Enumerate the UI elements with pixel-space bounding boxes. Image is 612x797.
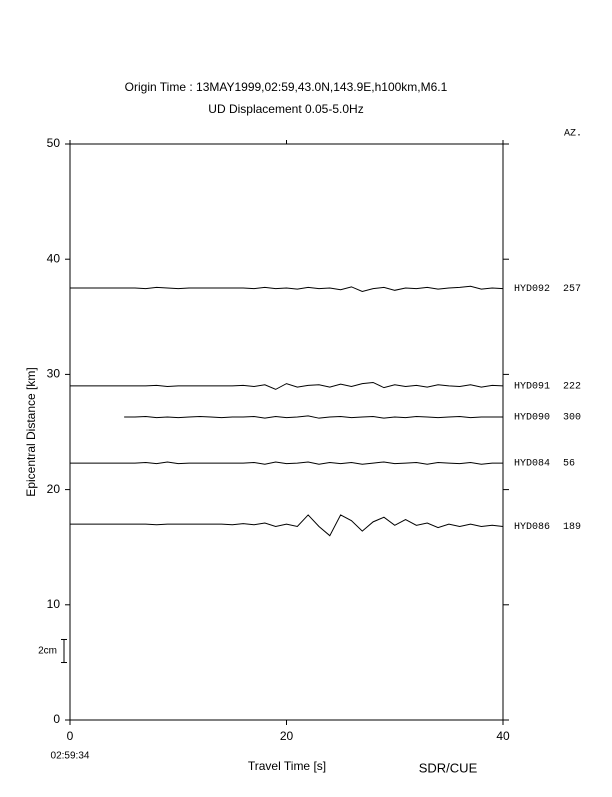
plot-frame — [69, 143, 504, 721]
scale-bar-label: 2cm — [38, 646, 57, 657]
station-azimuth: 300 — [563, 413, 581, 424]
y-tick-label: 0 — [53, 712, 60, 726]
station-azimuth: 56 — [563, 459, 575, 470]
trace — [70, 461, 503, 465]
station-label: HYD084 — [514, 459, 550, 470]
credit: SDR/CUE — [419, 760, 478, 775]
y-axis-label: Epicentral Distance [km] — [24, 367, 38, 496]
chart-subtitle: UD Displacement 0.05-5.0Hz — [208, 102, 363, 116]
station-azimuth: 189 — [563, 522, 581, 533]
trace — [70, 381, 504, 390]
y-tick-label: 30 — [47, 367, 61, 381]
trace — [70, 514, 504, 537]
trace — [70, 285, 504, 292]
y-tick-label: 50 — [47, 136, 61, 150]
station-label: HYD086 — [514, 522, 550, 533]
station-azimuth: 257 — [563, 284, 581, 295]
x-axis-label: Travel Time [s] — [248, 759, 326, 773]
chart-title: Origin Time : 13MAY1999,02:59,43.0N,143.… — [125, 80, 448, 94]
station-azimuth: 222 — [563, 382, 581, 393]
station-label: HYD090 — [514, 413, 550, 424]
trace — [124, 415, 503, 419]
x-tick-label: 0 — [67, 729, 74, 743]
start-time: 02:59:34 — [51, 751, 90, 762]
azimuth-header: AZ. — [564, 129, 582, 140]
y-tick-label: 10 — [47, 597, 61, 611]
x-tick-label: 40 — [496, 729, 510, 743]
x-tick-label: 20 — [280, 729, 294, 743]
y-tick-label: 40 — [47, 251, 61, 265]
y-tick-label: 20 — [47, 482, 61, 496]
station-label: HYD091 — [514, 382, 550, 393]
station-label: HYD092 — [514, 284, 550, 295]
